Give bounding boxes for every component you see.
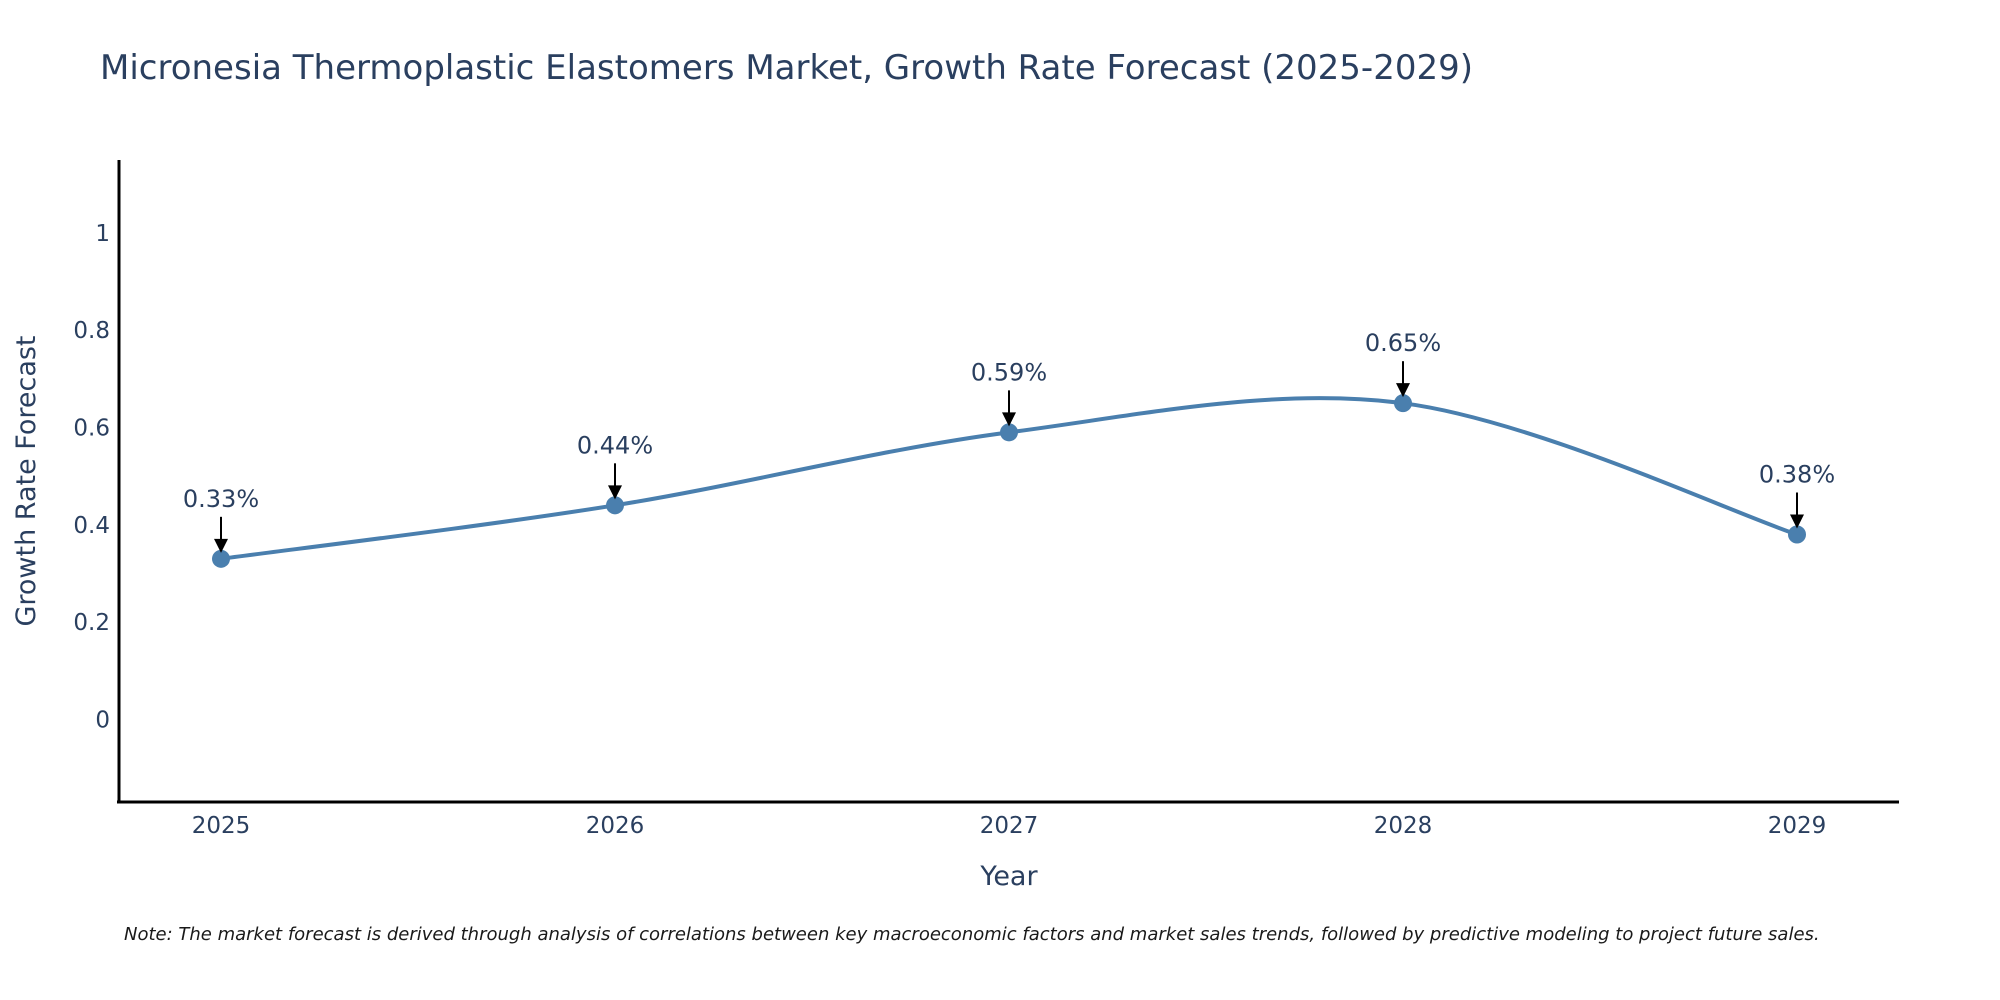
- data-point: [1000, 423, 1018, 442]
- annotation-arrow-head: [1396, 383, 1410, 398]
- data-label: 0.44%: [577, 431, 653, 459]
- data-annotations: 0.33% 0.44% 0.59% 0.65% 0.38%: [183, 329, 1835, 553]
- data-label: 0.65%: [1365, 329, 1441, 357]
- x-tick-label: 2029: [1768, 813, 1827, 839]
- annotation-arrow-head: [1002, 412, 1016, 427]
- y-axis-title: Growth Rate Forecast: [11, 335, 42, 626]
- annotation-arrow-head: [1790, 514, 1804, 529]
- x-tick-label: 2027: [980, 813, 1039, 839]
- data-label: 0.59%: [971, 358, 1047, 386]
- annotation-arrow-head: [608, 485, 622, 500]
- y-tick-label: 0.2: [73, 610, 110, 636]
- data-point: [606, 496, 624, 515]
- x-tick-label: 2025: [192, 813, 251, 839]
- data-label: 0.33%: [183, 485, 259, 513]
- data-label: 0.38%: [1759, 461, 1835, 489]
- y-tick-label: 0.6: [73, 416, 110, 442]
- x-tick-label: 2026: [586, 813, 645, 839]
- y-tick-label: 1: [95, 221, 110, 247]
- data-point: [1394, 394, 1412, 413]
- y-axis-ticks: 0 0.2 0.4 0.6 0.8 1: [73, 221, 110, 733]
- y-tick-label: 0.4: [73, 513, 110, 539]
- annotation-arrow-head: [214, 538, 228, 553]
- y-tick-label: 0.8: [73, 318, 110, 344]
- x-axis-title: Year: [979, 861, 1038, 892]
- x-tick-label: 2028: [1374, 813, 1433, 839]
- y-tick-label: 0: [95, 707, 110, 733]
- data-points: [212, 394, 1806, 568]
- data-point: [1788, 525, 1806, 544]
- data-point: [212, 549, 230, 568]
- x-axis-ticks: 2025 2026 2027 2028 2029: [192, 813, 1827, 839]
- chart-note: Note: The market forecast is derived thr…: [124, 924, 1820, 945]
- chart-title: Micronesia Thermoplastic Elastomers Mark…: [100, 48, 1473, 88]
